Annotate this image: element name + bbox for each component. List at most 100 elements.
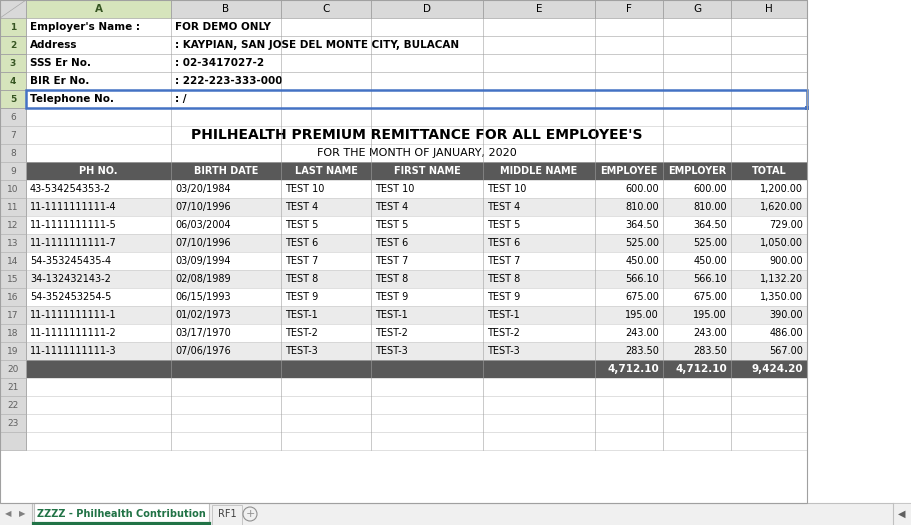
Bar [26, 216, 807, 234]
Text: RF1: RF1 [218, 509, 236, 519]
Bar [0, 18, 26, 36]
Text: 14: 14 [7, 257, 19, 266]
Text: 03/20/1984: 03/20/1984 [175, 184, 230, 194]
Text: F: F [626, 4, 632, 14]
Text: LAST NAME: LAST NAME [294, 166, 357, 176]
Text: ZZZZ - Philhealth Contribution: ZZZZ - Philhealth Contribution [37, 509, 206, 519]
Bar [0, 503, 32, 525]
Text: MIDDLE NAME: MIDDLE NAME [500, 166, 578, 176]
Text: 03/17/1970: 03/17/1970 [175, 328, 230, 338]
Bar [26, 432, 807, 450]
Text: 1,350.00: 1,350.00 [760, 292, 803, 302]
Text: ▶: ▶ [19, 509, 26, 519]
Bar [731, 0, 807, 18]
Bar [26, 360, 807, 378]
Text: TEST 7: TEST 7 [375, 256, 408, 266]
Bar [0, 432, 26, 450]
Bar [0, 342, 26, 360]
Text: 07/06/1976: 07/06/1976 [175, 346, 230, 356]
Text: : 02-3417027-2: : 02-3417027-2 [175, 58, 264, 68]
Text: ◀: ◀ [5, 509, 11, 519]
Text: 11-1111111111-4: 11-1111111111-4 [30, 202, 117, 212]
Text: TEST-1: TEST-1 [487, 310, 520, 320]
Text: 283.50: 283.50 [693, 346, 727, 356]
Text: TEST 5: TEST 5 [487, 220, 520, 230]
Text: 10: 10 [7, 184, 19, 194]
Text: Address: Address [30, 40, 77, 50]
Bar [26, 126, 807, 144]
Text: 195.00: 195.00 [625, 310, 659, 320]
Text: 11-1111111111-2: 11-1111111111-2 [30, 328, 117, 338]
Text: TEST 8: TEST 8 [487, 274, 520, 284]
Bar [26, 342, 807, 360]
Text: BIRTH DATE: BIRTH DATE [194, 166, 258, 176]
Text: B: B [222, 4, 230, 14]
Text: 54-352453254-5: 54-352453254-5 [30, 292, 111, 302]
Text: TEST-2: TEST-2 [487, 328, 520, 338]
Text: 525.00: 525.00 [625, 238, 659, 248]
Text: 567.00: 567.00 [769, 346, 803, 356]
Bar [26, 378, 807, 396]
Bar [0, 378, 26, 396]
Text: TEST 4: TEST 4 [375, 202, 408, 212]
Bar [26, 0, 171, 18]
Text: 900.00: 900.00 [770, 256, 803, 266]
Bar [26, 396, 807, 414]
Text: 364.50: 364.50 [693, 220, 727, 230]
Text: : /: : / [175, 94, 187, 104]
Text: 600.00: 600.00 [625, 184, 659, 194]
Text: 810.00: 810.00 [625, 202, 659, 212]
Text: 07/10/1996: 07/10/1996 [175, 202, 230, 212]
Bar [26, 234, 807, 252]
Bar [0, 288, 26, 306]
Bar [0, 90, 26, 108]
Bar [26, 288, 807, 306]
Text: 11-1111111111-3: 11-1111111111-3 [30, 346, 117, 356]
Bar [26, 108, 807, 126]
Text: 2: 2 [10, 40, 16, 49]
Bar [26, 72, 807, 90]
Bar [0, 36, 26, 54]
Bar [26, 162, 807, 180]
Bar [26, 324, 807, 342]
Bar [26, 198, 807, 216]
Bar [26, 414, 807, 432]
Text: G: G [693, 4, 701, 14]
Text: Telephone No.: Telephone No. [30, 94, 114, 104]
Bar [281, 0, 371, 18]
Text: PHILHEALTH PREMIUM REMITTANCE FOR ALL EMPLOYEE'S: PHILHEALTH PREMIUM REMITTANCE FOR ALL EM… [190, 128, 642, 142]
Text: 11: 11 [7, 203, 19, 212]
Text: 17: 17 [7, 310, 19, 320]
Text: D: D [423, 4, 431, 14]
Text: 19: 19 [7, 346, 19, 355]
Text: EMPLOYER: EMPLOYER [668, 166, 726, 176]
Bar [0, 252, 26, 270]
Bar [26, 90, 807, 108]
Text: 675.00: 675.00 [625, 292, 659, 302]
Text: 54-353245435-4: 54-353245435-4 [30, 256, 111, 266]
Text: 15: 15 [7, 275, 19, 284]
Text: 13: 13 [7, 238, 19, 247]
Bar [26, 180, 807, 198]
Bar [0, 503, 911, 525]
Text: FOR DEMO ONLY: FOR DEMO ONLY [175, 22, 271, 32]
Bar [893, 503, 911, 525]
Text: C: C [322, 4, 330, 14]
Text: TEST 6: TEST 6 [487, 238, 520, 248]
Text: TEST 9: TEST 9 [285, 292, 318, 302]
Bar [0, 270, 26, 288]
Text: 4,712.10: 4,712.10 [608, 364, 659, 374]
Text: 195.00: 195.00 [693, 310, 727, 320]
Bar [0, 414, 26, 432]
Text: EMPLOYEE: EMPLOYEE [600, 166, 658, 176]
Text: 8: 8 [10, 149, 15, 158]
Bar [0, 72, 26, 90]
Bar [26, 252, 807, 270]
Bar [0, 0, 807, 503]
Text: 9,424.20: 9,424.20 [752, 364, 803, 374]
Text: 4,712.10: 4,712.10 [675, 364, 727, 374]
Text: TEST-3: TEST-3 [375, 346, 408, 356]
Text: TEST 9: TEST 9 [375, 292, 408, 302]
Text: 11-1111111111-7: 11-1111111111-7 [30, 238, 117, 248]
Text: 5: 5 [10, 94, 16, 103]
